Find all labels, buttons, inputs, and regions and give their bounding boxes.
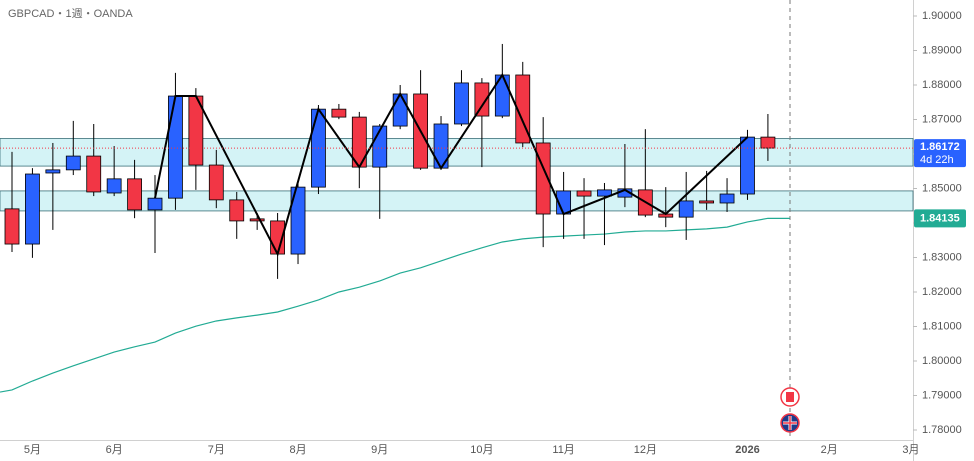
flag-ca <box>780 387 800 407</box>
candle-body <box>474 82 490 117</box>
y-tick-label: 1.90000 <box>922 10 962 22</box>
y-tick-label: 1.83000 <box>922 251 962 263</box>
x-tick-label: 8月 <box>289 444 306 456</box>
candle-body <box>229 199 245 222</box>
x-tick-label: 2月 <box>821 444 838 456</box>
candle-body <box>45 169 61 174</box>
candle-body <box>576 190 592 197</box>
candle-body <box>249 218 265 222</box>
candle-body <box>25 173 40 245</box>
candle-body <box>127 178 142 211</box>
y-tick-label: 1.88000 <box>922 79 962 91</box>
x-tick-label: 6月 <box>106 444 123 456</box>
candle-body <box>392 93 408 127</box>
candle-body <box>86 155 102 193</box>
candle-body <box>4 208 20 245</box>
countdown-label: 4d 22h <box>920 154 954 166</box>
candle-body <box>168 95 183 199</box>
candle-body <box>699 200 715 204</box>
candle-body <box>454 82 469 125</box>
x-tick-label: 7月 <box>208 444 225 456</box>
x-tick-label: 2026 <box>735 444 759 456</box>
candle-body <box>331 108 347 118</box>
ma-price-label: 1.84135 <box>920 212 960 224</box>
y-tick-label: 1.85000 <box>922 182 962 194</box>
candle-body <box>147 197 163 211</box>
x-tick-label: 12月 <box>634 444 657 456</box>
candle-body <box>597 189 612 197</box>
y-tick-label: 1.82000 <box>922 286 962 298</box>
candle-body <box>290 186 306 255</box>
x-tick-label: 3月 <box>902 444 919 456</box>
candle-body <box>515 74 531 144</box>
y-tick-label: 1.80000 <box>922 355 962 367</box>
y-tick-label: 1.87000 <box>922 113 962 125</box>
y-tick-label: 1.81000 <box>922 320 962 332</box>
current-price-label: 1.86172 <box>920 141 960 153</box>
chart-title: GBPCAD・1週・OANDA <box>8 7 133 20</box>
candle-body <box>740 136 755 195</box>
zone <box>0 138 914 167</box>
candle-body <box>106 178 122 194</box>
ma-price-box <box>914 209 966 228</box>
candle-body <box>678 200 694 218</box>
zigzag <box>154 72 749 257</box>
candle-body <box>719 193 735 204</box>
candle-body <box>760 136 776 149</box>
moving-average <box>0 217 790 393</box>
candle-body <box>65 155 81 171</box>
x-tick-label: 10月 <box>470 444 493 456</box>
x-tick-label: 11月 <box>552 444 574 456</box>
x-tick-label: 9月 <box>371 444 388 456</box>
y-tick-label: 1.89000 <box>922 44 962 56</box>
y-tick-label: 1.79000 <box>922 389 962 401</box>
current-price-box <box>914 139 966 168</box>
x-tick-label: 5月 <box>24 444 41 456</box>
flag-gb <box>780 413 800 433</box>
candle-body <box>208 164 224 201</box>
y-tick-label: 1.78000 <box>922 424 962 436</box>
